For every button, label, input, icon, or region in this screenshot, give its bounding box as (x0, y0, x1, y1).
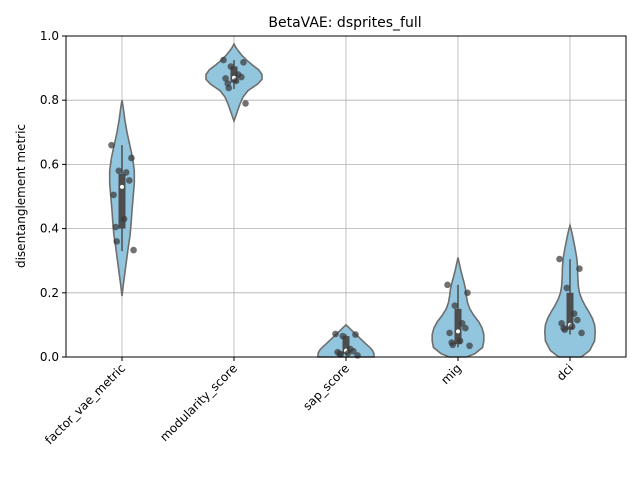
point-dci (570, 310, 578, 317)
point-sap_score (354, 352, 361, 359)
point-mig (462, 324, 469, 332)
point-modularity_score (225, 84, 233, 92)
point-modularity_score (238, 73, 245, 81)
y-tick-label: 0.0 (40, 350, 59, 364)
point-mig (464, 289, 471, 297)
point-factor_vae_metric (108, 141, 115, 149)
point-dci (578, 329, 585, 337)
point-factor_vae_metric (122, 169, 130, 176)
y-axis-ticks: 0.0 0.2 0.4 0.6 0.8 1.0 (40, 29, 66, 364)
grid-lines (66, 35, 626, 358)
data-points (108, 56, 585, 359)
iqr-box-dci (566, 292, 574, 330)
point-sap_score (339, 332, 347, 340)
x-tick-label: sap_score (300, 361, 352, 413)
point-modularity_score (242, 100, 249, 107)
median-factor_vae_metric (120, 184, 124, 189)
iqr-box-sap_score (342, 336, 350, 354)
y-tick-label: 0.6 (40, 157, 59, 171)
y-tick-label: 1.0 (40, 29, 59, 43)
point-factor_vae_metric (130, 246, 137, 254)
x-tick-label: factor_vae_metric (42, 361, 128, 447)
point-sap_score (337, 351, 345, 358)
point-dci (574, 316, 581, 324)
point-mig (451, 302, 459, 309)
point-sap_score (332, 330, 339, 338)
point-factor_vae_metric (128, 154, 135, 162)
point-sap_score (350, 347, 357, 355)
point-factor_vae_metric (112, 223, 119, 231)
point-factor_vae_metric (110, 191, 117, 199)
point-mig (446, 329, 453, 337)
iqr-box-mig (454, 308, 462, 345)
point-factor_vae_metric (126, 177, 133, 184)
y-axis-label: disentanglement metric (14, 124, 28, 268)
point-sap_score (352, 331, 359, 338)
median-mig (456, 329, 460, 334)
violins (108, 42, 597, 358)
point-mig (456, 337, 464, 345)
point-modularity_score (227, 63, 235, 70)
point-dci (561, 326, 569, 334)
point-mig (449, 341, 457, 349)
point-dci (576, 265, 583, 273)
point-factor_vae_metric (120, 215, 128, 223)
point-dci (568, 323, 576, 330)
x-tick-label: mig (438, 361, 464, 387)
point-dci (563, 284, 571, 292)
iqr-box-factor_vae_metric (118, 174, 126, 229)
point-factor_vae_metric (115, 167, 123, 175)
point-dci (556, 255, 563, 263)
y-tick-label: 0.8 (40, 93, 59, 107)
y-tick-label: 0.4 (40, 222, 59, 236)
point-mig (458, 319, 466, 327)
point-sap_score (344, 349, 352, 357)
point-modularity_score (240, 59, 247, 66)
point-factor_vae_metric (113, 238, 121, 245)
x-tick-label: dci (554, 361, 576, 383)
y-tick-label: 0.2 (40, 286, 59, 300)
iqr-box-modularity_score (230, 66, 238, 83)
x-axis-ticks: factor_vae_metric modularity_score sap_sco… (42, 357, 576, 447)
chart-title: BetaVAE: dsprites_full (268, 15, 421, 31)
point-modularity_score (220, 56, 227, 64)
point-mig (444, 281, 451, 289)
point-mig (466, 342, 473, 350)
point-modularity_score (222, 75, 229, 82)
x-tick-label: modularity_score (157, 361, 240, 444)
point-modularity_score (232, 77, 240, 85)
